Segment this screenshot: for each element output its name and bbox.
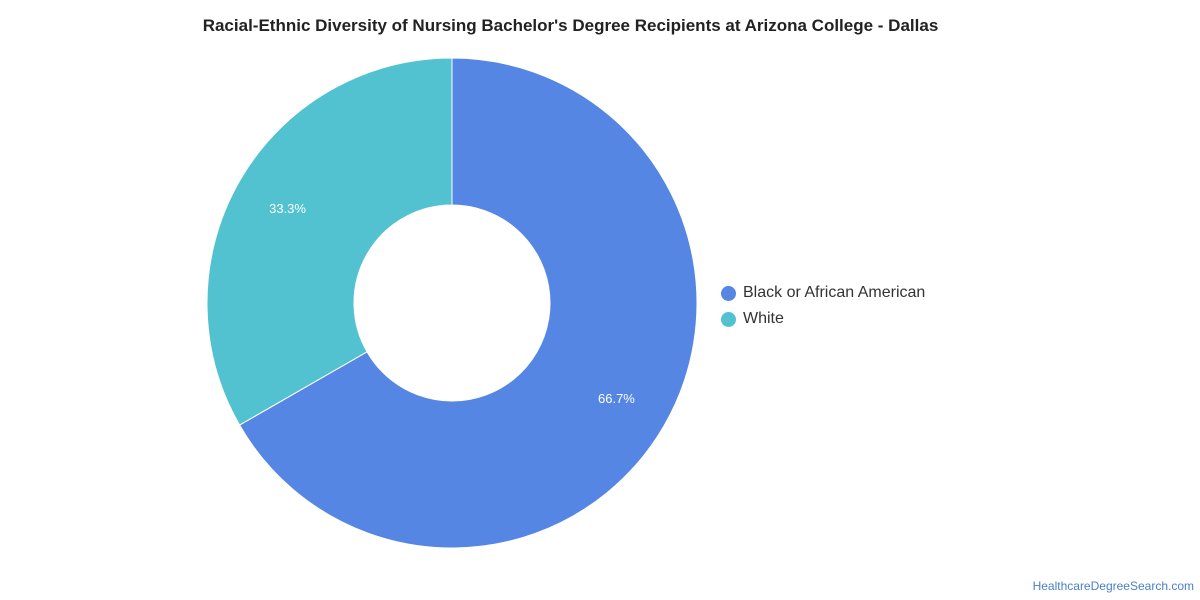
legend-swatch-white [721, 311, 736, 327]
legend-label-white: White [743, 310, 784, 327]
legend-item-black-or-african-american[interactable]: Black or African American [721, 280, 925, 306]
slice-white[interactable] [206, 57, 453, 426]
slice-black-or-african-american[interactable] [238, 57, 698, 549]
data-label-black-or-african-american: 66.7% [598, 391, 635, 406]
chart-title: Racial-Ethnic Diversity of Nursing Bache… [202, 16, 939, 35]
legend-swatch-black-or-african-american [721, 285, 736, 301]
legend: Black or African American White [721, 280, 925, 332]
data-label-white: 33.3% [269, 201, 306, 216]
legend-label-black-or-african-american: Black or African American [743, 284, 926, 301]
site-credit-link[interactable]: HealthcareDegreeSearch.com [1032, 579, 1194, 593]
legend-item-white[interactable]: White [721, 306, 925, 332]
